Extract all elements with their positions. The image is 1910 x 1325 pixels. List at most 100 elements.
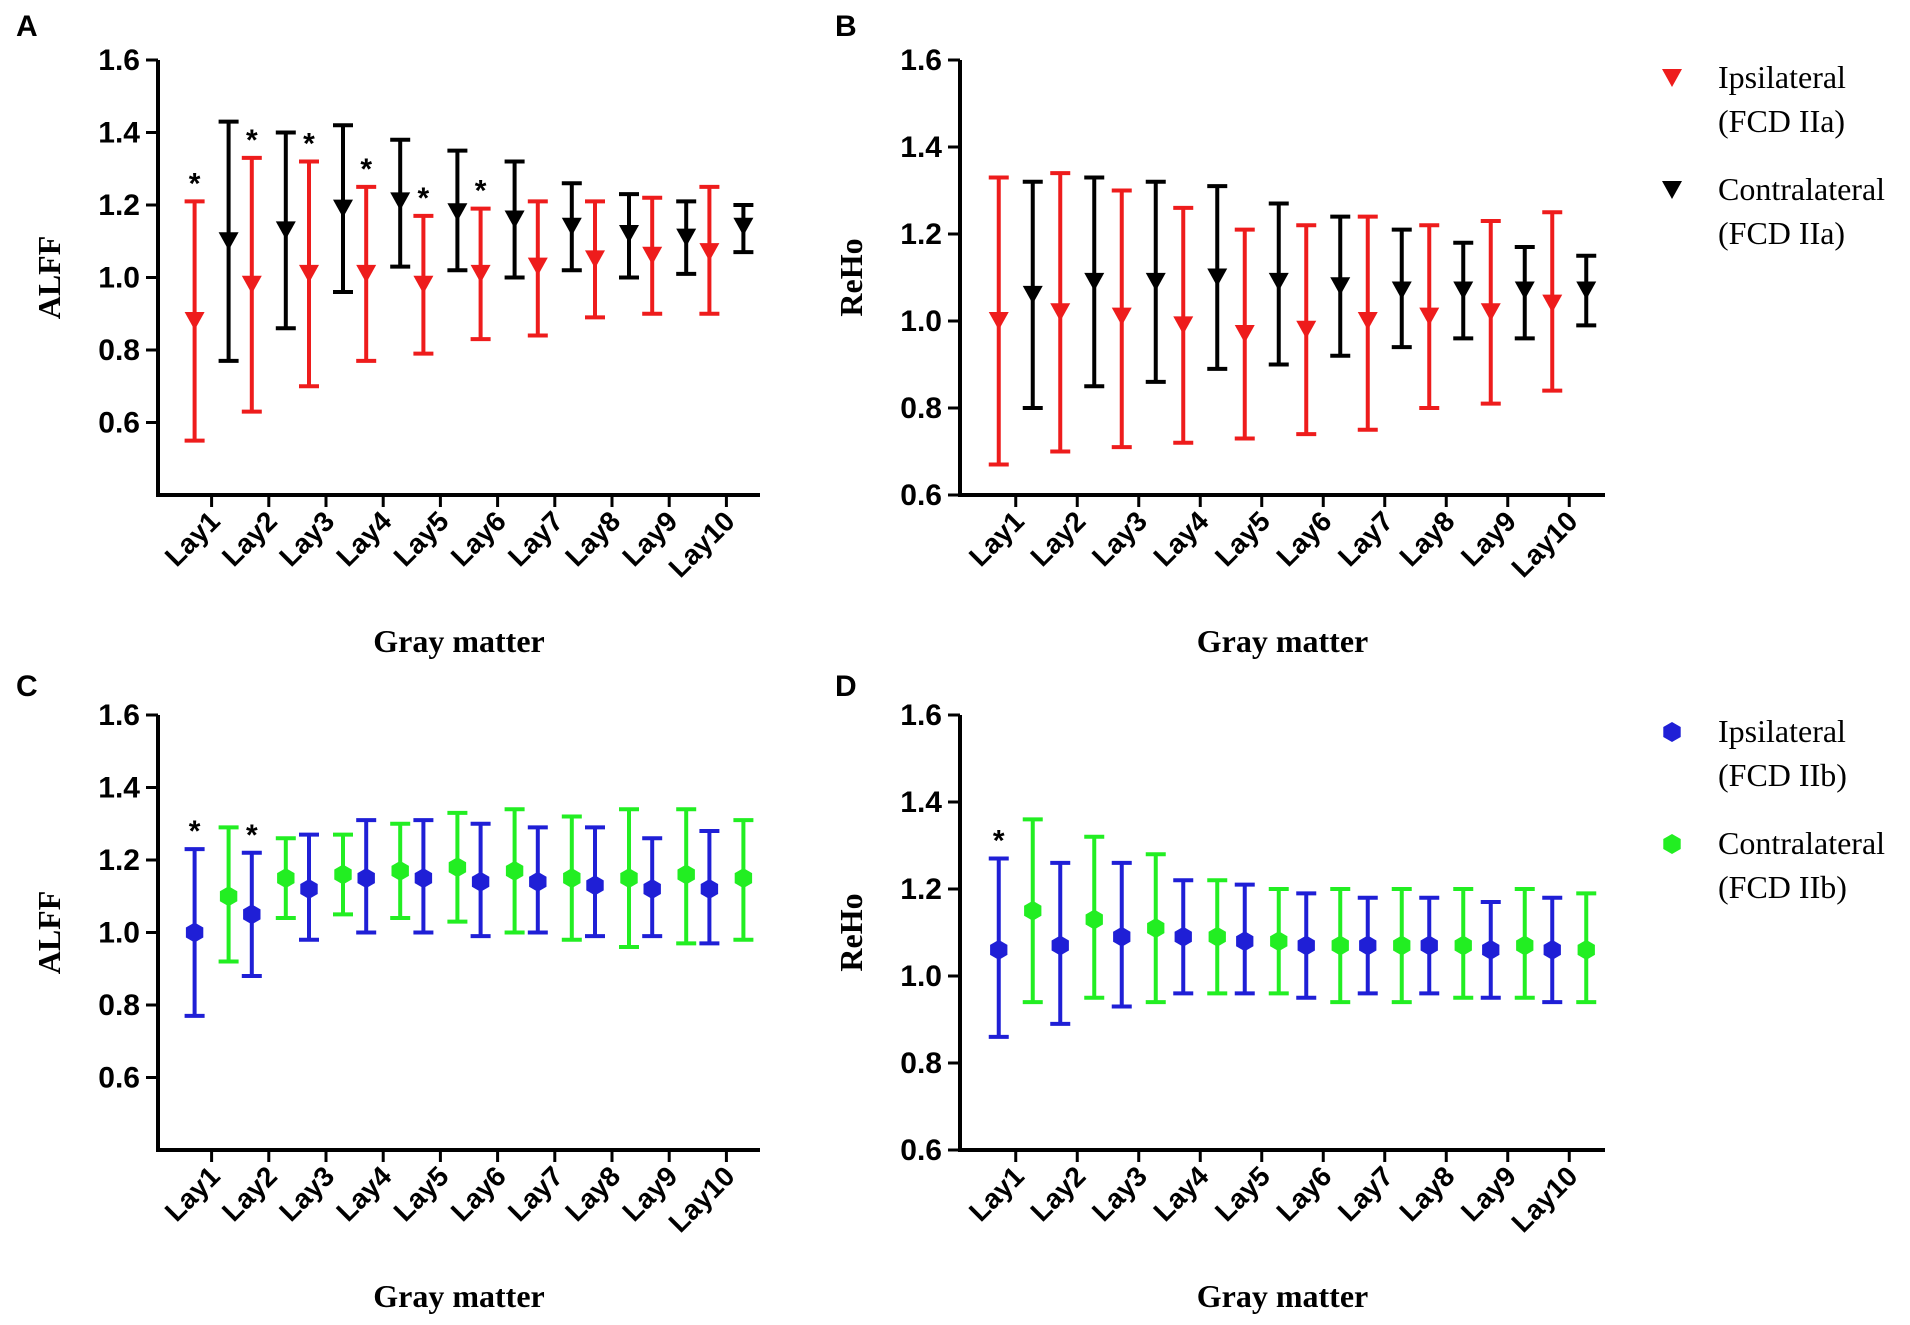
x-tick-label: Lay5 <box>388 1160 455 1227</box>
y-tick-label: 0.8 <box>900 392 942 425</box>
mean-marker <box>1050 303 1071 322</box>
y-tick-label: 1.4 <box>900 131 942 164</box>
x-tick-label: Lay8 <box>1393 505 1460 572</box>
legend-label-sub: (FCD IIb) <box>1718 869 1847 905</box>
mean-marker <box>1542 294 1563 313</box>
x-tick-label: Lay7 <box>1332 505 1399 572</box>
x-tick-label: Lay4 <box>1147 505 1214 572</box>
mean-marker <box>1111 307 1132 326</box>
y-tick-label: 1.4 <box>98 117 140 150</box>
panel-letter: B <box>835 10 857 43</box>
mean-marker <box>1024 900 1042 921</box>
x-tick-label: Lay3 <box>1086 1160 1153 1227</box>
mean-marker <box>1454 935 1472 956</box>
x-tick-label: Lay10 <box>1505 1160 1583 1238</box>
x-tick-label: Lay5 <box>388 505 455 572</box>
x-tick-label: Lay6 <box>1270 1160 1337 1227</box>
x-tick-label: Lay6 <box>1270 505 1337 572</box>
mean-marker <box>1357 312 1378 330</box>
y-tick-label: 1.2 <box>900 218 942 251</box>
x-tick-label: Lay1 <box>159 1160 226 1227</box>
x-tick-label: Lay1 <box>159 505 226 572</box>
mean-marker <box>1268 272 1289 291</box>
x-tick-label: Lay3 <box>273 505 340 572</box>
mean-marker <box>504 210 525 229</box>
mean-marker <box>733 217 754 236</box>
x-tick-label: Lay6 <box>445 1160 512 1227</box>
mean-marker <box>300 879 318 899</box>
mean-marker <box>448 857 467 878</box>
x-tick-label: Lay4 <box>330 1160 397 1227</box>
x-tick-label: Lay3 <box>1086 505 1153 572</box>
mean-marker <box>1393 935 1411 956</box>
x-tick-label: Lay2 <box>216 1160 283 1227</box>
mean-marker <box>357 868 375 889</box>
mean-marker <box>275 221 296 240</box>
x-tick-label: Lay1 <box>963 505 1030 572</box>
mean-marker <box>1331 935 1349 956</box>
mean-marker <box>1419 307 1440 326</box>
x-tick-label: Lay10 <box>663 505 741 583</box>
panel-b: B0.60.81.01.21.41.6ReHoLay1Lay2Lay3Lay4L… <box>833 10 1605 659</box>
mean-marker <box>1236 931 1254 952</box>
legend-label-sub: (FCD IIb) <box>1718 757 1847 793</box>
y-tick-label: 1.2 <box>98 189 140 222</box>
x-axis-title: Gray matter <box>1197 1278 1368 1314</box>
mean-marker <box>218 232 239 251</box>
mean-marker <box>734 868 753 889</box>
mean-marker <box>619 225 639 243</box>
mean-marker <box>676 228 697 247</box>
mean-marker <box>1270 931 1288 952</box>
mean-marker <box>1516 935 1534 956</box>
mean-marker <box>356 264 377 283</box>
mean-marker <box>677 864 695 885</box>
mean-marker <box>561 217 582 236</box>
mean-marker <box>1543 939 1561 960</box>
mean-marker <box>1051 935 1069 956</box>
legend-label: Ipsilateral <box>1718 59 1846 95</box>
mean-marker <box>470 264 491 283</box>
mean-marker <box>1480 303 1501 322</box>
significance-star: * <box>418 182 430 215</box>
mean-marker <box>505 860 524 881</box>
mean-marker <box>241 275 262 294</box>
mean-marker <box>1330 277 1351 296</box>
mean-marker <box>1577 939 1595 960</box>
y-tick-label: 0.6 <box>900 479 942 512</box>
x-axis-title: Gray matter <box>1197 623 1368 659</box>
x-tick-label: Lay2 <box>216 505 283 572</box>
mean-marker <box>185 922 204 943</box>
legend-fcd-iia: Ipsilateral (FCD IIa) Contralateral (FCD II… <box>1662 59 1885 251</box>
mean-marker <box>1208 926 1226 947</box>
x-tick-label: Lay2 <box>1024 505 1091 572</box>
mean-marker <box>642 246 663 265</box>
y-tick-label: 1.2 <box>900 873 942 906</box>
x-tick-label: Lay5 <box>1209 1160 1276 1227</box>
y-tick-label: 1.6 <box>98 699 140 732</box>
y-tick-label: 1.0 <box>98 917 140 950</box>
mean-marker <box>990 939 1008 960</box>
y-tick-label: 1.6 <box>900 44 942 77</box>
y-tick-label: 0.8 <box>98 989 140 1022</box>
x-tick-label: Lay2 <box>1024 1160 1091 1227</box>
mean-marker <box>1173 316 1194 335</box>
x-tick-label: Lay7 <box>502 1160 569 1227</box>
mean-marker <box>1113 926 1131 947</box>
legend-marker <box>1662 181 1682 199</box>
significance-star: * <box>993 825 1005 858</box>
x-tick-label: Lay7 <box>502 505 569 572</box>
panel-letter: D <box>835 670 857 703</box>
mean-marker <box>1084 272 1105 291</box>
mean-marker <box>699 243 720 262</box>
mean-marker <box>243 904 261 925</box>
significance-star: * <box>189 815 201 848</box>
mean-marker <box>1207 268 1228 287</box>
mean-marker <box>1296 320 1317 339</box>
panel-letter: A <box>16 10 38 43</box>
legend-marker <box>1663 722 1681 742</box>
mean-marker <box>1234 325 1255 344</box>
mean-marker <box>527 257 548 276</box>
mean-marker <box>333 199 353 218</box>
legend-marker <box>1662 69 1682 87</box>
